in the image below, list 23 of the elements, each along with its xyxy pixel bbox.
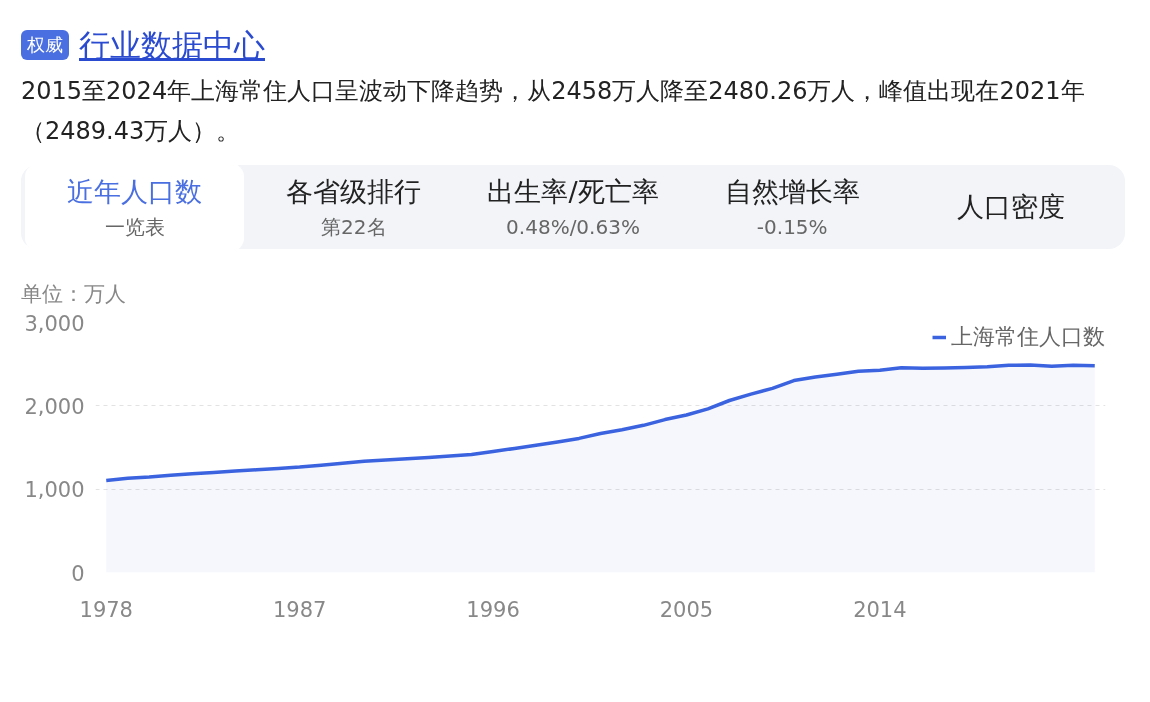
x-tick-label: 1996 [466, 597, 520, 622]
text: 近年人口数 [66, 174, 204, 209]
y-tick-label: 2,000 [24, 394, 85, 419]
y-axis-title: 单位：万人 [21, 281, 127, 307]
text: 一览表 [103, 214, 166, 242]
chart-subtitle: 2015至2024年上海常住人口呈波动下降趋势，从2458万人降至2480.26万人，峰值出现在2021年（2489.43万人）。 [21, 76, 1086, 148]
text: -0.15% [755, 214, 829, 242]
legend-label: 上海常住人口数 [951, 323, 1105, 351]
x-tick-label: 1987 [272, 597, 327, 622]
text: 各省级排行 [285, 174, 423, 209]
y-tick-label: 3,000 [24, 311, 85, 336]
text: 第22名 [320, 214, 388, 242]
text: 0.48%/0.63% [505, 214, 641, 242]
text: 出生率/死亡率 [486, 174, 660, 209]
y-tick-label: 0 [71, 561, 85, 586]
x-tick-label: 2005 [659, 597, 714, 622]
y-tick-label: 1,000 [24, 478, 85, 503]
text: 权威 [21, 30, 69, 60]
x-tick-label: 2014 [853, 597, 907, 622]
text: 人口密度 [956, 190, 1067, 224]
text: 自然增长率 [723, 174, 861, 209]
chart-title: 行业数据中心 [79, 26, 265, 65]
x-tick-label: 1978 [79, 597, 133, 622]
